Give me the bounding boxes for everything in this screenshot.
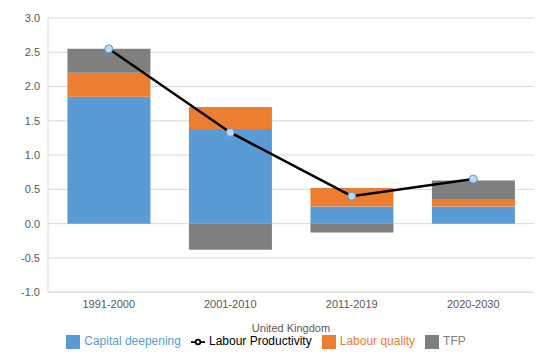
svg-text:2011-2019: 2011-2019 [326,298,378,310]
svg-text:1.0: 1.0 [25,149,40,161]
svg-text:-1.0: -1.0 [21,286,40,298]
html-text:Labour quality: Labour quality [339,334,416,349]
html-text:TFP: TFP [443,334,466,349]
svg-text:-0.5: -0.5 [21,252,40,264]
html-text:Labour Productivity: Labour Productivity [209,334,312,349]
html-text:Capital deepening: Capital deepening [84,334,181,349]
svg-text:0.0: 0.0 [25,218,40,230]
svg-text:2001-2010: 2001-2010 [204,298,257,310]
svg-text:2.5: 2.5 [25,46,40,58]
svg-text:2.0: 2.0 [25,80,40,92]
svg-text:1991-2000: 1991-2000 [82,298,135,310]
svg-text:United Kingdom: United Kingdom [252,322,330,334]
svg-text:2020-2030: 2020-2030 [447,298,500,310]
svg-text:3.0: 3.0 [25,12,40,24]
svg-text:1.5: 1.5 [25,115,40,127]
svg-text:0.5: 0.5 [25,183,40,195]
